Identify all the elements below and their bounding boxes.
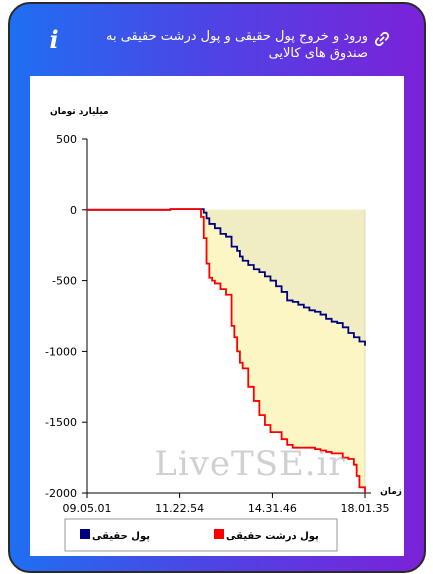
legend-item-real-money-label: پول حقیقی <box>92 531 150 542</box>
x-tick-label: 14.31.46 <box>248 502 297 515</box>
fill-area-real-money <box>87 209 365 346</box>
y-axis-label: میلیارد تومان <box>50 107 109 117</box>
chart-title: ورود و خروج پول حقیقی و پول درشت حقیقی ب… <box>105 29 368 61</box>
chart-panel: 500 0 -500 -1000 -1500 -2000 09.05.01 11.22.54 1… <box>30 76 404 556</box>
fill-area-between-series <box>87 209 365 494</box>
legend-item-big-real-money-swatch <box>214 529 224 539</box>
y-tick-label: 500 <box>56 133 77 146</box>
y-tick-label: -1000 <box>45 345 77 358</box>
link-icon[interactable] <box>373 30 391 48</box>
watermark: LiveTSE.ir <box>154 444 346 484</box>
card-header: i ورود و خروج پول حقیقی و پول درشت حقیقی… <box>10 4 424 76</box>
x-tick-label: 11.22.54 <box>155 502 204 515</box>
chart-card: i ورود و خروج پول حقیقی و پول درشت حقیقی… <box>8 2 426 573</box>
legend-item-big-real-money-label: پول درشت حقیقی <box>226 531 319 542</box>
legend-item-real-money-swatch <box>80 529 90 539</box>
y-tick-label: -1500 <box>45 416 77 429</box>
line-chart: 500 0 -500 -1000 -1500 -2000 09.05.01 11.22.54 1… <box>45 107 402 552</box>
series-line-big-real-money <box>87 208 366 493</box>
x-tick-label: 18.01.35 <box>341 502 390 515</box>
y-tick-label: 0 <box>70 204 77 217</box>
legend-box <box>64 518 338 552</box>
y-tick-label: -2000 <box>45 487 77 500</box>
info-icon[interactable]: i <box>49 25 59 54</box>
series-line-real-money <box>87 208 366 346</box>
x-axis-label: زمان <box>380 487 402 497</box>
x-tick-label: 09.05.01 <box>63 502 112 515</box>
y-tick-label: -500 <box>52 275 77 288</box>
